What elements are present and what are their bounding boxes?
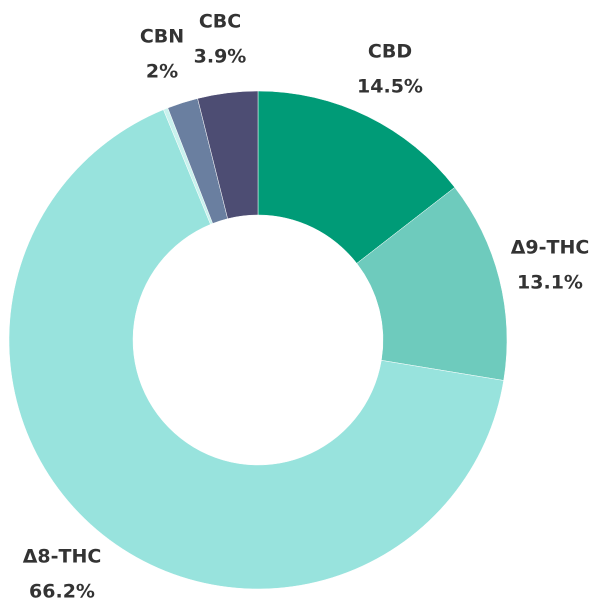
- slice-label: Δ9-THC: [511, 237, 590, 259]
- slice-label: CBD: [368, 41, 412, 63]
- slice-value-label: 13.1%: [517, 272, 583, 294]
- donut-slice: [197, 90, 259, 220]
- slice-label: CBC: [199, 11, 241, 33]
- donut-slice: [8, 109, 504, 590]
- slice-value-label: 2%: [146, 61, 178, 83]
- slice-label: Δ8-THC: [23, 546, 102, 568]
- slice-value-label: 66.2%: [29, 581, 95, 601]
- slice-value-label: 3.9%: [194, 46, 247, 68]
- donut-slice: [257, 90, 456, 264]
- slice-value-label: 14.5%: [357, 76, 423, 98]
- slice-label: CBN: [140, 26, 184, 48]
